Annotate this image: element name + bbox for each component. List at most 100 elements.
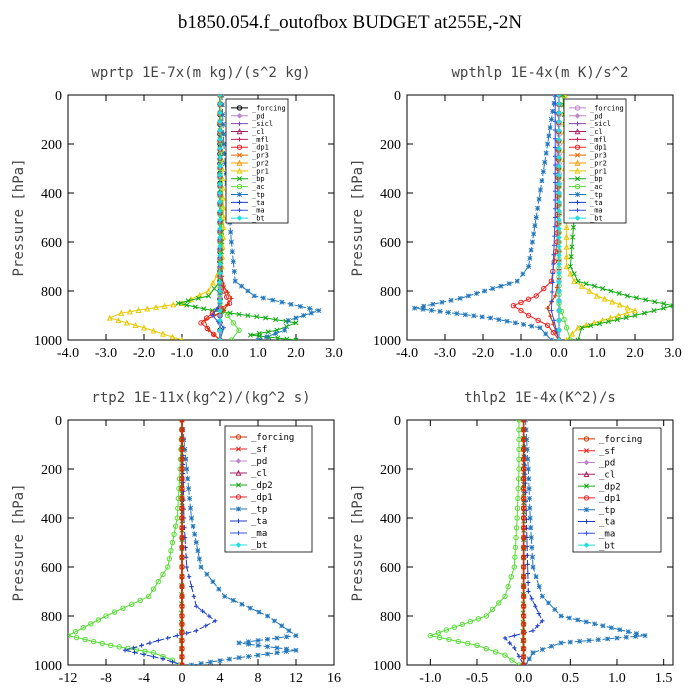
data-point — [224, 312, 231, 319]
data-point — [175, 633, 180, 638]
data-point — [520, 654, 527, 660]
data-point — [556, 181, 562, 187]
data-point — [228, 239, 234, 245]
legend-item: _ma — [569, 207, 603, 215]
data-point — [256, 333, 263, 339]
data-point — [556, 190, 562, 196]
series-group — [427, 420, 648, 665]
data-point — [553, 189, 558, 194]
data-point — [217, 225, 223, 232]
data-point — [182, 446, 188, 452]
data-point — [217, 270, 223, 276]
data-point — [574, 113, 581, 119]
data-point — [217, 101, 223, 107]
data-point — [273, 330, 279, 336]
data-point — [518, 299, 524, 306]
data-point — [182, 535, 188, 540]
data-point — [583, 436, 590, 442]
data-point — [536, 196, 542, 202]
x-tick-label: -1.0 — [419, 671, 441, 686]
data-point — [297, 303, 303, 309]
data-point — [217, 145, 223, 152]
data-point — [210, 313, 215, 318]
data-point — [520, 544, 527, 551]
data-point — [496, 600, 502, 606]
figure-title: b1850.054.f_outofbox BUDGET at255E,-2N — [177, 12, 523, 33]
data-point — [228, 229, 234, 235]
legend-item: _dp1 — [569, 144, 607, 152]
data-point — [546, 133, 552, 139]
data-point — [574, 183, 581, 190]
x-tick-label: 0.0 — [211, 346, 229, 361]
data-point — [563, 253, 570, 260]
data-point — [561, 316, 567, 323]
data-point — [293, 315, 299, 321]
data-point — [660, 305, 667, 311]
data-point — [528, 535, 534, 541]
data-point — [221, 141, 227, 147]
data-point — [171, 531, 177, 538]
data-point — [556, 118, 562, 125]
data-point — [166, 556, 173, 562]
data-point — [520, 564, 527, 570]
data-point — [179, 515, 185, 521]
data-point — [548, 116, 554, 123]
data-point — [536, 584, 542, 590]
data-point — [454, 311, 460, 317]
data-point — [539, 646, 545, 653]
panel-title: thlp2 1E-4x(K^2)/s — [464, 390, 616, 406]
data-point — [552, 233, 557, 239]
data-point — [569, 244, 575, 250]
data-point — [236, 128, 243, 135]
data-point — [526, 263, 532, 270]
data-point — [609, 298, 616, 305]
data-point — [214, 307, 219, 312]
data-point — [288, 301, 294, 307]
x-tick-label: -4 — [138, 671, 150, 686]
data-point — [217, 110, 223, 116]
data-point — [274, 635, 280, 641]
legend-label: _ta — [590, 199, 603, 207]
data-point — [247, 332, 253, 338]
legend-item: _pr1 — [569, 167, 607, 175]
x-tick-label: -3.0 — [95, 346, 117, 361]
data-point — [511, 564, 518, 570]
data-point — [571, 271, 577, 277]
data-point — [550, 329, 556, 336]
data-point — [593, 292, 601, 299]
data-point — [150, 327, 157, 334]
legend-label: _ma — [252, 207, 265, 215]
data-point — [179, 629, 185, 636]
data-point — [179, 495, 185, 502]
data-point — [206, 293, 212, 299]
legend-label: _forcing — [599, 435, 642, 445]
legend-label: _tp — [252, 191, 265, 199]
data-point — [179, 505, 185, 511]
data-point — [217, 172, 223, 178]
data-point — [186, 574, 192, 579]
legend-item: _dp2 — [230, 481, 273, 491]
data-point — [116, 644, 123, 650]
data-point — [220, 131, 226, 137]
y-tick-label: 1000 — [34, 334, 62, 349]
data-point — [118, 309, 125, 316]
data-point — [210, 279, 217, 286]
data-point — [274, 650, 280, 656]
data-point — [179, 583, 185, 590]
legend-label: _ac — [252, 183, 265, 191]
data-point — [235, 434, 242, 440]
legend-item: _pr3 — [569, 152, 607, 160]
x-tick-label: -0.5 — [466, 671, 488, 686]
data-point — [583, 470, 590, 477]
data-point — [489, 606, 496, 613]
data-point — [220, 214, 227, 221]
data-point — [196, 556, 202, 562]
data-point — [213, 618, 218, 624]
data-point — [90, 638, 97, 645]
data-point — [496, 317, 502, 323]
data-point — [235, 506, 242, 512]
data-point — [540, 169, 546, 175]
series-pr1 — [106, 95, 227, 340]
data-point — [185, 476, 191, 482]
data-point — [293, 320, 299, 326]
